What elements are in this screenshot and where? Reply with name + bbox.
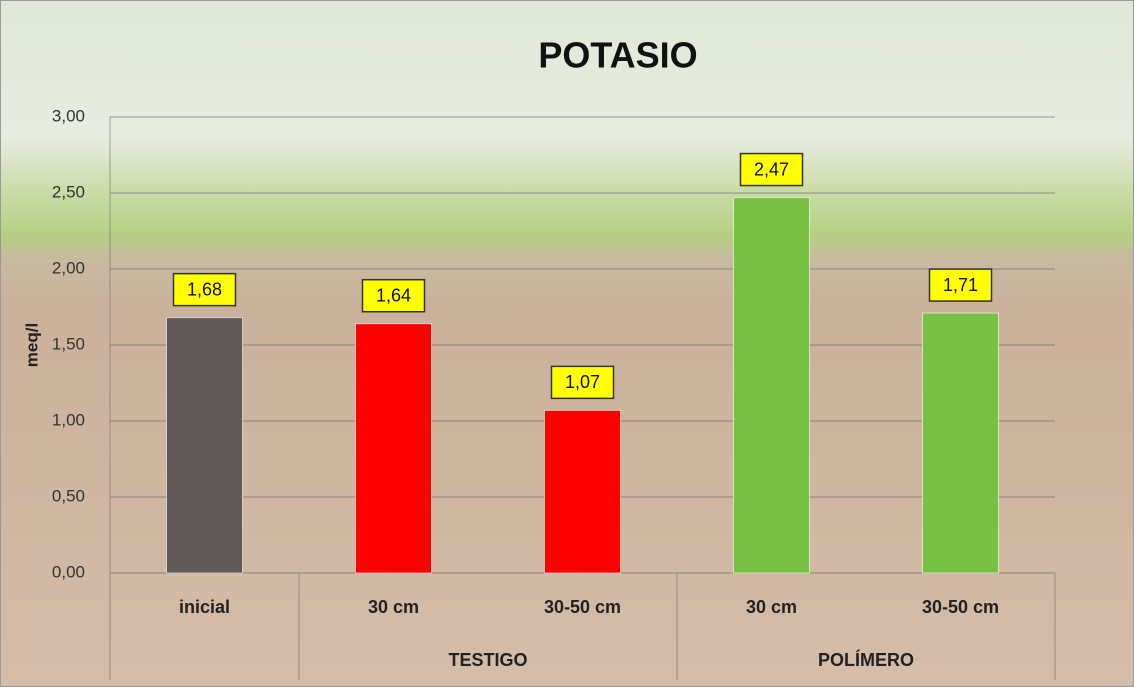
x-tick-label: 30 cm [368, 597, 419, 617]
bar [733, 197, 810, 574]
value-label: 1,07 [565, 372, 600, 392]
value-label: 2,47 [754, 159, 789, 179]
x-tick-label: inicial [179, 597, 230, 617]
value-label: 1,64 [376, 285, 411, 305]
value-label: 1,68 [187, 279, 222, 299]
bar [922, 312, 999, 574]
y-tick-label: 0,50 [52, 486, 85, 505]
y-axis-label: meq/l [22, 323, 41, 367]
value-label-box [550, 365, 615, 400]
value-label-box [928, 268, 993, 302]
group-label: POLÍMERO [818, 649, 914, 670]
y-tick-label: 1,00 [52, 410, 85, 429]
x-tick-label: 30-50 cm [544, 597, 621, 617]
group-label: TESTIGO [448, 650, 527, 670]
x-tick-label: 30 cm [746, 597, 797, 617]
y-tick-label: 2,50 [52, 182, 85, 201]
chart-title: POTASIO [538, 35, 697, 76]
y-tick-label: 2,00 [52, 258, 85, 277]
x-tick-label: 30-50 cm [922, 597, 999, 617]
value-label-box [739, 152, 804, 187]
value-label-box [361, 278, 426, 313]
bar [355, 323, 432, 574]
value-label-box [172, 272, 237, 307]
y-tick-label: 0,00 [52, 562, 85, 581]
y-tick-label: 1,50 [52, 334, 85, 353]
y-tick-label: 3,00 [52, 106, 85, 125]
bar [166, 317, 243, 574]
bar [544, 409, 621, 574]
value-label: 1,71 [943, 275, 978, 295]
